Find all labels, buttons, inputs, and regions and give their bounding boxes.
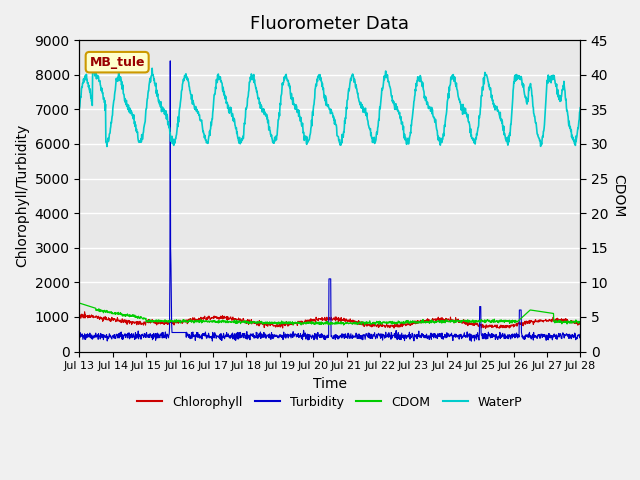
CDOM [175, 317, 182, 323]
Turbidity [243, 336, 251, 342]
CDOM [408, 320, 415, 325]
CDOM [243, 318, 251, 324]
Turbidity [76, 333, 83, 338]
Line: Turbidity: Turbidity [79, 61, 580, 341]
Line: WaterP: WaterP [79, 68, 580, 146]
WaterP [244, 96, 252, 101]
Chlorophyll [518, 322, 525, 328]
Y-axis label: Chlorophyll/Turbidity: Chlorophyll/Turbidity [15, 124, 29, 267]
CDOM [76, 300, 83, 306]
Turbidity [467, 338, 475, 344]
Chlorophyll [243, 320, 251, 325]
Turbidity [518, 330, 525, 336]
WaterP [518, 75, 525, 81]
Turbidity [408, 335, 415, 340]
Y-axis label: CDOM: CDOM [611, 174, 625, 217]
Chlorophyll [473, 322, 481, 328]
Text: MB_tule: MB_tule [90, 56, 145, 69]
Title: Fluorometer Data: Fluorometer Data [250, 15, 410, 33]
CDOM [577, 320, 584, 325]
Line: CDOM: CDOM [79, 303, 580, 325]
Chlorophyll [76, 315, 83, 321]
Line: Chlorophyll: Chlorophyll [79, 312, 580, 328]
Chlorophyll [188, 317, 195, 323]
CDOM [187, 318, 195, 324]
Turbidity [188, 333, 195, 339]
Turbidity [577, 331, 584, 337]
WaterP [148, 65, 156, 71]
WaterP [175, 108, 183, 113]
Chlorophyll [408, 321, 415, 326]
Chlorophyll [81, 309, 88, 315]
CDOM [340, 322, 348, 328]
WaterP [577, 105, 584, 111]
X-axis label: Time: Time [313, 377, 347, 391]
Turbidity [474, 332, 481, 338]
WaterP [76, 106, 83, 111]
CDOM [473, 318, 481, 324]
WaterP [188, 96, 195, 102]
Turbidity [166, 58, 174, 64]
CDOM [517, 315, 525, 321]
WaterP [408, 118, 415, 123]
Chlorophyll [175, 320, 183, 325]
WaterP [474, 130, 481, 135]
Chlorophyll [482, 325, 490, 331]
WaterP [103, 144, 111, 149]
Turbidity [175, 330, 183, 336]
Legend: Chlorophyll, Turbidity, CDOM, WaterP: Chlorophyll, Turbidity, CDOM, WaterP [132, 391, 527, 414]
Chlorophyll [577, 321, 584, 326]
